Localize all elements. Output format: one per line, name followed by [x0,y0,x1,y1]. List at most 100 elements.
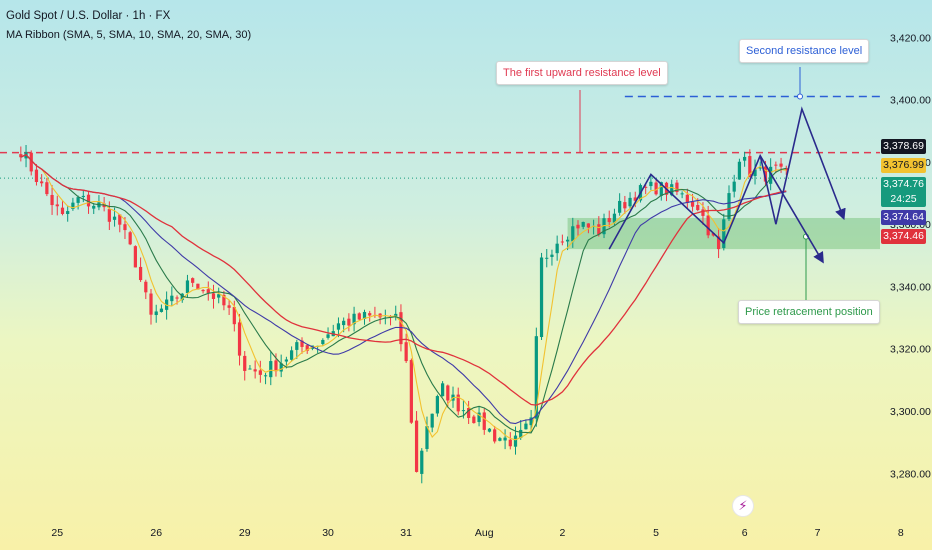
bar-countdown: 24:25 [890,193,917,205]
candle-body [680,193,684,195]
candle-body [128,232,132,245]
candle-body [305,345,309,351]
candle-body [159,308,164,312]
candle-body [227,305,231,308]
candle-body [550,254,554,257]
candle [706,205,710,239]
candle [456,387,460,416]
candle-body [222,294,226,306]
candle-body [232,307,236,325]
candle [555,235,559,261]
candle-body [414,420,419,472]
candle-body [248,368,252,370]
candle-body [753,169,757,177]
candle [138,257,143,282]
candle [55,195,59,216]
candle [362,309,367,325]
candle-body [206,289,210,294]
candle [394,305,398,321]
candle-body [743,156,747,161]
candle-body [722,219,726,249]
candle-body [138,266,143,281]
ma-line-10 [20,154,787,434]
candle-body [81,195,85,198]
candle-body [685,194,689,203]
candle-body [487,428,492,432]
candle-body [191,278,195,283]
candle [321,338,325,347]
candle [571,217,575,248]
candle-body [440,383,445,397]
candle-body [71,202,75,209]
candle [222,290,226,311]
y-tick-label: 3,320.00 [890,344,931,356]
candle-body [623,202,627,209]
candle-body [493,429,497,442]
candle [430,413,434,433]
candle-body [560,241,564,243]
candle [248,364,252,370]
candle [597,216,601,237]
candle [545,249,549,268]
candle-body [529,417,533,426]
candle [539,252,544,340]
candle [206,281,210,301]
candle [81,190,85,203]
candle [550,249,554,266]
candle-body [612,213,617,223]
candle-body [211,293,216,300]
resistance-1-callout: The first upward resistance level [496,61,668,85]
y-tick-label: 3,420.00 [890,32,931,44]
candle [420,448,424,484]
candle [352,306,356,332]
candle-body [732,181,736,192]
candle [482,408,486,435]
candle [347,313,351,332]
candle-body [508,439,512,447]
candle [279,354,283,378]
candle-body [92,205,96,209]
candle [654,178,658,196]
lightning-icon[interactable]: ⚡ [732,495,754,517]
candle [149,288,153,325]
candle-body [347,318,351,326]
candle-body [34,169,39,182]
candle-body [425,426,429,449]
candle-body [534,336,538,419]
candle-body [519,429,523,438]
price-label-sma20: 3,374.64 [881,210,926,225]
candle [211,284,216,309]
candle [144,279,148,300]
candle [217,287,221,304]
candle-body [435,396,440,414]
candle-body [336,323,341,330]
candle-body [430,413,434,428]
candle [154,304,158,323]
candle [383,309,387,325]
candle [435,394,440,417]
candle [498,436,502,442]
resistance-2-callout: Second resistance level [739,39,870,63]
candle-body [467,407,471,418]
candle-body [263,375,268,377]
candle-body [649,181,653,187]
candle [576,220,580,237]
candle [649,175,653,190]
candle [50,185,54,215]
candle [373,306,377,318]
candle [425,416,429,452]
candle [581,221,585,230]
y-tick-label: 3,400.00 [890,95,931,107]
candle [440,381,445,397]
candle [295,339,299,359]
y-tick-label: 3,300.00 [890,406,931,418]
candle [97,195,101,211]
candle [732,174,736,198]
candle-body [45,182,49,195]
candle-body [253,369,257,372]
candle [690,193,695,212]
candle-body [201,289,205,292]
candle-body [555,243,559,254]
